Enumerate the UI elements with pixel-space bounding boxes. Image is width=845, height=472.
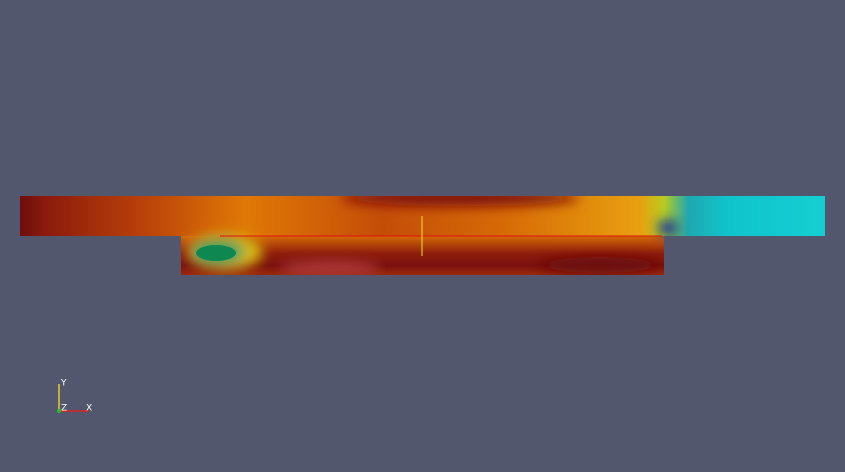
- x-axis-label: X: [86, 404, 92, 414]
- vortex-center: [196, 245, 236, 261]
- dark-band: [340, 196, 580, 206]
- y-axis-label: Y: [60, 379, 67, 389]
- dark-band: [540, 257, 660, 273]
- z-axis-label: Z: [61, 404, 67, 414]
- light-band: [280, 261, 380, 275]
- orientation-axes: Y Z X: [57, 379, 92, 414]
- z-axis: [57, 409, 61, 413]
- corner-vortex: [658, 220, 678, 236]
